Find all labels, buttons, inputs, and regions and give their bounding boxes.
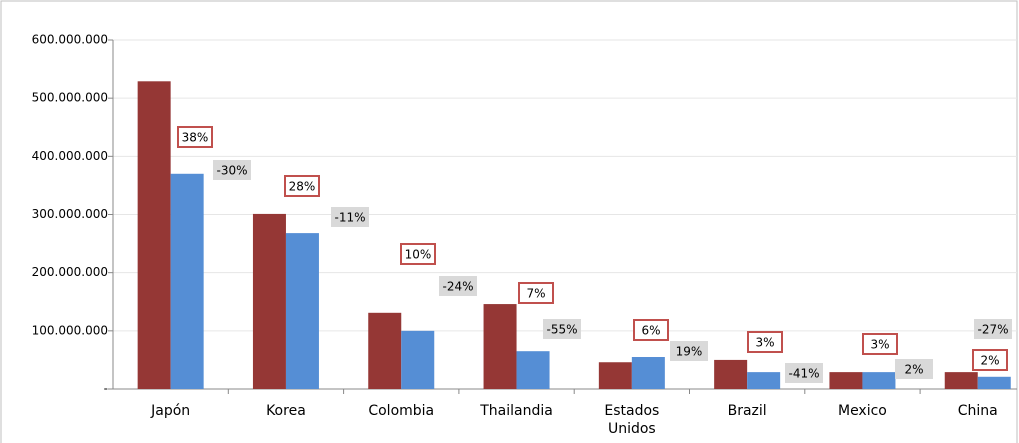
change-label: 2% <box>904 363 923 377</box>
bar <box>137 81 171 389</box>
bar <box>977 376 1011 389</box>
bar <box>829 372 863 389</box>
bar <box>598 362 632 389</box>
x-tick-label: Mexico <box>837 403 887 419</box>
bar <box>747 372 781 389</box>
bar <box>252 213 286 389</box>
bar <box>862 372 896 389</box>
y-tick-label: 500.000.000 <box>32 91 108 105</box>
share-box <box>518 282 554 304</box>
share-box <box>400 243 436 265</box>
change-label: -24% <box>442 280 473 294</box>
x-tick-label: Korea <box>266 403 306 419</box>
share-box <box>862 333 898 355</box>
y-tick-label: 300.000.000 <box>32 207 108 221</box>
change-box <box>213 160 251 180</box>
x-tick-label: Colombia <box>368 403 435 419</box>
share-label: 7% <box>526 287 545 301</box>
bar <box>631 357 665 389</box>
share-label: 3% <box>755 336 774 350</box>
bar <box>714 359 748 389</box>
y-tick-label: - <box>104 382 108 396</box>
bar <box>368 312 402 389</box>
change-label: -55% <box>546 323 577 337</box>
share-label: 2% <box>980 354 999 368</box>
y-tick-label: 200.000.000 <box>32 265 108 279</box>
share-label: 3% <box>870 338 889 352</box>
bar <box>285 233 319 389</box>
change-box <box>785 363 823 383</box>
change-box <box>331 207 369 227</box>
share-label: 38% <box>182 131 209 145</box>
share-box <box>747 331 783 353</box>
x-tick-label: Estados Unidos <box>604 403 660 437</box>
share-box <box>284 175 320 197</box>
change-label: -30% <box>216 164 247 178</box>
share-label: 10% <box>405 248 432 262</box>
x-tick-label: China <box>957 403 998 419</box>
share-box <box>972 349 1008 371</box>
share-box <box>177 126 213 148</box>
change-label: -41% <box>788 367 819 381</box>
x-tick-label: Brazil <box>727 403 767 419</box>
change-label: 19% <box>676 345 703 359</box>
change-label: -11% <box>334 211 365 225</box>
bar <box>401 330 435 389</box>
y-tick-label: 400.000.000 <box>32 149 108 163</box>
bar <box>483 304 517 389</box>
change-box <box>543 319 581 339</box>
bar <box>944 372 978 389</box>
change-box <box>439 276 477 296</box>
y-tick-label: 100.000.000 <box>32 323 108 337</box>
change-box <box>670 341 708 361</box>
share-label: 28% <box>289 180 316 194</box>
bar <box>170 173 204 389</box>
change-box <box>895 359 933 379</box>
share-box <box>633 319 669 341</box>
y-tick-label: 600.000.000 <box>32 33 108 47</box>
share-label: 6% <box>641 324 660 338</box>
change-label: -27% <box>977 323 1008 337</box>
change-box <box>974 319 1012 339</box>
x-tick-label: Thailandia <box>480 403 553 419</box>
x-tick-label: Japón <box>151 403 191 419</box>
bar <box>516 351 550 389</box>
